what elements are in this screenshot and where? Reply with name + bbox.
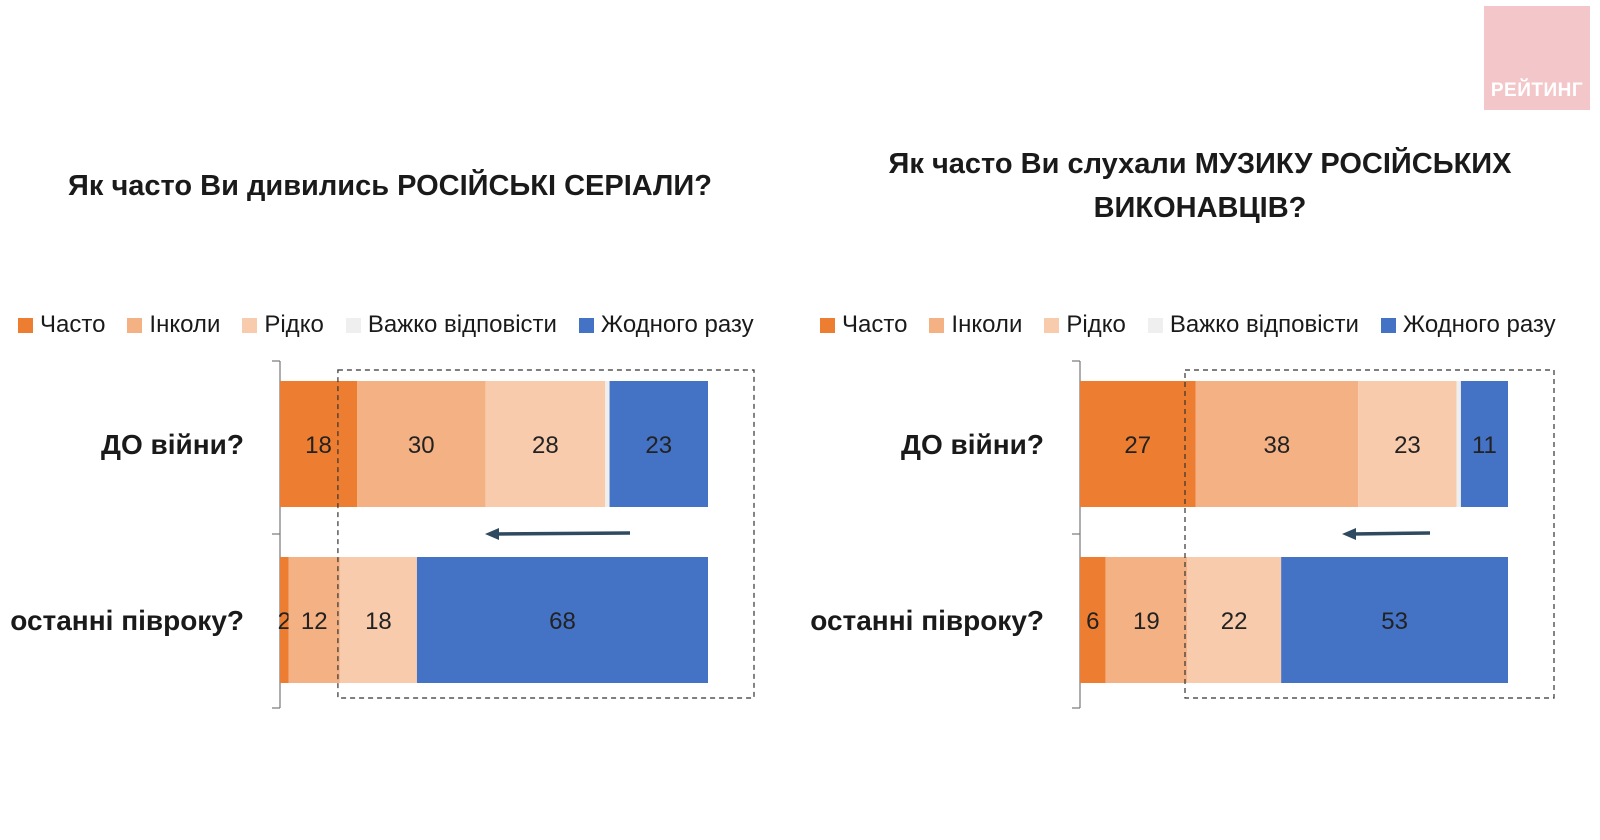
data-label: 11 xyxy=(1472,432,1497,459)
highlight-box xyxy=(337,369,755,699)
legend-swatch xyxy=(1044,317,1060,333)
stacked-bar-chart: ДО війни? 27 38 23 11 останні півроку? 6 19 22 53 xyxy=(810,360,1555,709)
legend-swatch xyxy=(242,317,258,333)
chart-panel-music: Як часто Ви слухали МУЗИКУ РОСІЙСЬКИХ ВИ… xyxy=(800,0,1600,840)
legend-item-sometimes: Інколи xyxy=(929,311,1022,339)
legend-item-hard-to-say: Важко відповісти xyxy=(1147,311,1359,339)
data-label: 27 xyxy=(1124,432,1151,459)
legend-swatch xyxy=(18,317,33,333)
bar-segment-never xyxy=(416,557,708,683)
category-label: останні півроку? xyxy=(810,605,1044,636)
data-label: 23 xyxy=(645,432,672,459)
legend-item-rarely: Рідко xyxy=(1044,311,1126,339)
trend-arrow xyxy=(1342,528,1431,540)
data-label: 68 xyxy=(549,608,576,635)
bar-segment-often xyxy=(280,557,289,683)
bar-segment-often xyxy=(1080,557,1106,683)
category-label: ДО війни? xyxy=(101,429,244,460)
data-label: 23 xyxy=(1394,432,1421,459)
bar-segment-hard-to-say xyxy=(1456,381,1461,507)
trend-arrow xyxy=(485,528,631,540)
chart-title: Як часто Ви дивились РОСІЙСЬКІ СЕРІАЛИ? xyxy=(68,170,712,202)
bar-segment-rarely xyxy=(1358,381,1457,507)
chart-title: Як часто Ви слухали МУЗИКУ РОСІЙСЬКИХ ВИ… xyxy=(888,148,1512,224)
legend-item-hard-to-say: Важко відповісти xyxy=(345,311,557,339)
data-label: 28 xyxy=(532,432,559,459)
legend-item-often: Часто xyxy=(18,311,105,339)
data-label: 12 xyxy=(301,608,328,635)
bar-segment-often xyxy=(280,381,358,507)
bar-segment-never xyxy=(609,381,708,507)
logo-text: РЕЙТИНГ xyxy=(1490,80,1584,101)
bar-segment-rarely xyxy=(339,557,417,683)
legend-label: Важко відповісти xyxy=(367,311,557,338)
highlight-box xyxy=(1184,369,1555,699)
stacked-bar-chart: ДО війни? 18 30 28 23 останні півроку? 2 12 18 68 xyxy=(10,360,755,709)
legend-swatch xyxy=(929,317,945,333)
legend-swatch xyxy=(345,317,361,333)
legend-label: Інколи xyxy=(149,311,221,338)
bar-segment-often xyxy=(1080,381,1196,507)
category-label: ДО війни? xyxy=(901,429,1044,460)
legend-item-often: Часто xyxy=(820,311,907,339)
bar-segment-sometimes xyxy=(288,557,340,683)
chart-panel-series: Як часто Ви дивились РОСІЙСЬКІ СЕРІАЛИ? … xyxy=(10,170,776,709)
bar-segment-rarely xyxy=(485,381,606,507)
data-label: 38 xyxy=(1264,432,1291,459)
legend-item-never: Жодного разу xyxy=(578,311,754,339)
category-label: останні півроку? xyxy=(10,605,244,636)
bar-segment-sometimes xyxy=(1195,381,1359,507)
bar-segment-never xyxy=(1460,381,1508,507)
data-label: 18 xyxy=(305,432,332,459)
legend-item-never: Жодного разу xyxy=(1380,311,1556,339)
rating-logo: РЕЙТИНГ xyxy=(1484,6,1590,110)
data-label: 22 xyxy=(1221,608,1248,635)
data-label: 18 xyxy=(365,608,392,635)
data-label: 19 xyxy=(1133,608,1160,635)
legend-label: Рідко xyxy=(264,311,324,338)
legend-label: Часто xyxy=(842,311,908,338)
data-label: 6 xyxy=(1086,608,1099,635)
legend-item-sometimes: Інколи xyxy=(127,311,220,339)
legend-label: Важко відповісти xyxy=(1169,311,1359,338)
legend-label: Жодного разу xyxy=(600,311,754,338)
legend-label: Часто xyxy=(40,311,106,338)
legend-swatch xyxy=(1380,317,1396,333)
legend-label: Інколи xyxy=(951,311,1023,338)
legend-swatch xyxy=(578,317,594,333)
bar-segment-sometimes xyxy=(1105,557,1187,683)
legend-swatch xyxy=(1147,317,1163,333)
bar-segment-sometimes xyxy=(357,381,486,507)
chart-legend: Часто Інколи Рідко Важко відповісти Жодного … xyxy=(18,308,776,342)
bar-segment-hard-to-say xyxy=(605,381,610,507)
legend-label: Жодного разу xyxy=(1402,311,1556,338)
legend-item-rarely: Рідко xyxy=(242,311,324,339)
data-label: 2 xyxy=(278,608,291,635)
legend-swatch xyxy=(127,317,143,333)
bar-segment-never xyxy=(1281,557,1508,683)
chart-legend: Часто Інколи Рідко Важко відповісти Жодного … xyxy=(820,308,1578,342)
data-label: 30 xyxy=(408,432,435,459)
legend-label: Рідко xyxy=(1066,311,1126,338)
data-label: 53 xyxy=(1381,608,1408,635)
legend-swatch xyxy=(820,317,835,333)
bar-segment-rarely xyxy=(1187,557,1282,683)
